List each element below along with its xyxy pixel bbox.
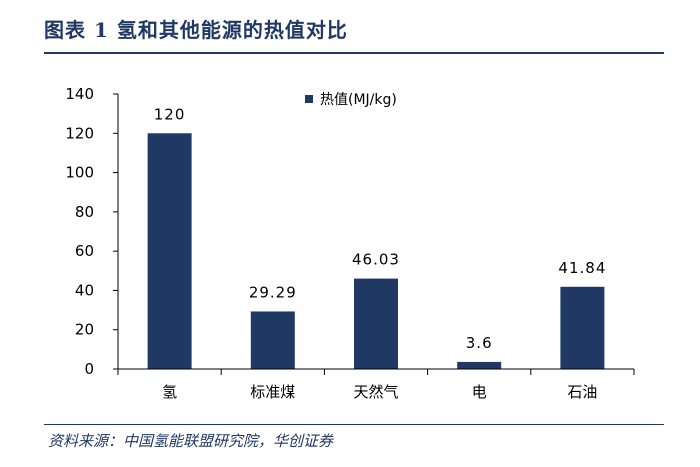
- y-tick-label: 40: [75, 281, 94, 299]
- legend-label: 热值(MJ/kg): [320, 92, 397, 108]
- y-axis: 0 20 40 60 80 100 120 140: [65, 85, 119, 378]
- x-axis: 氢 标准煤 天然气 电 石油: [117, 368, 635, 401]
- y-tick-label: 80: [75, 203, 94, 221]
- y-tick-label: 120: [65, 124, 94, 142]
- y-tick-label: 60: [75, 242, 94, 260]
- data-labels: 120 29.29 46.03 3.6 41.84: [154, 105, 606, 352]
- x-tick-label: 标准煤: [250, 383, 295, 401]
- bar: [250, 311, 295, 369]
- source-note: 资料来源：中国氢能联盟研究院，华创证券: [48, 432, 334, 450]
- x-tick-label: 天然气: [353, 383, 398, 401]
- y-tick-label: 140: [65, 85, 94, 103]
- data-label: 120: [154, 105, 186, 123]
- source-rule: [44, 424, 664, 425]
- y-tick-label: 100: [65, 164, 94, 182]
- x-tick-label: 电: [472, 383, 487, 401]
- legend: 热值(MJ/kg): [305, 92, 397, 108]
- y-tick-label: 20: [75, 321, 94, 339]
- data-label: 41.84: [558, 259, 606, 277]
- title-rule: [44, 52, 664, 54]
- legend-swatch: [305, 95, 313, 103]
- bars: [147, 133, 605, 369]
- data-label: 29.29: [249, 283, 297, 301]
- bar: [560, 286, 605, 369]
- bar: [457, 361, 502, 369]
- x-tick-label: 氢: [162, 383, 177, 401]
- figure-title: 图表 1 氢和其他能源的热值对比: [44, 18, 348, 42]
- data-label: 46.03: [352, 251, 400, 269]
- x-tick-label: 石油: [567, 383, 597, 401]
- y-tick-label: 0: [84, 360, 94, 378]
- data-label: 3.6: [466, 334, 493, 352]
- bar: [147, 133, 192, 369]
- bar: [354, 278, 398, 369]
